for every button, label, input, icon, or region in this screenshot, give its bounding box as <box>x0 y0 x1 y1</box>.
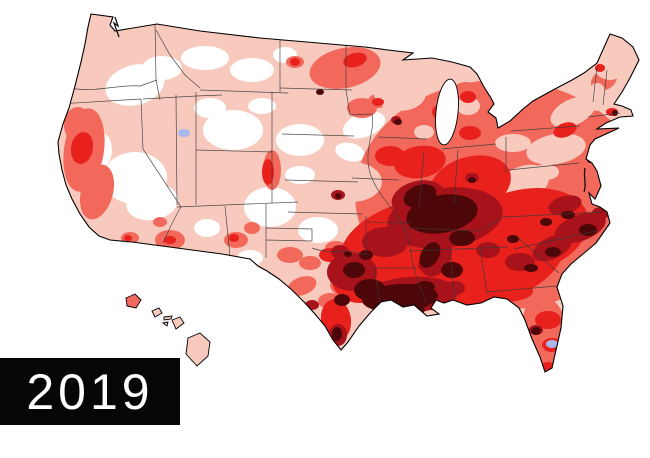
puget-sound-mark <box>112 16 120 38</box>
red-blob <box>460 91 476 103</box>
dark-red-blob <box>331 245 349 259</box>
red-blob <box>124 235 132 241</box>
white-blob <box>298 217 338 243</box>
white-blob <box>194 219 220 237</box>
level-pink-patch <box>322 32 630 202</box>
maroon-blob <box>335 193 341 199</box>
maroon-blob <box>449 230 475 246</box>
coastline-detail-marks <box>112 16 586 193</box>
pink-patch-blob <box>456 97 480 115</box>
chesapeake-bay-mark <box>583 167 586 193</box>
maroon-blob <box>612 110 618 116</box>
red-blob <box>535 311 561 329</box>
hawaii-island-molokai <box>163 315 173 321</box>
pink-patch-blob <box>533 164 559 180</box>
white-blob <box>237 250 263 266</box>
white-blob <box>244 187 296 227</box>
maroon-blob <box>531 327 541 335</box>
hawaii-island-oahu <box>151 307 163 318</box>
maroon-blob <box>344 251 352 257</box>
salmon-blob <box>244 222 260 234</box>
salmon-blob <box>277 247 303 263</box>
maroon-blob <box>343 262 365 278</box>
maroon-blob <box>316 89 324 95</box>
red-blob <box>262 159 274 185</box>
us-outline <box>57 13 640 373</box>
hawaii-island-lanai <box>161 321 169 327</box>
maroon-blob <box>579 224 597 236</box>
red-blob <box>394 145 446 179</box>
red-blob <box>459 126 481 140</box>
white-blob <box>203 110 263 150</box>
hawaii-island-big-island <box>185 332 211 367</box>
pink-patch-blob <box>374 75 426 111</box>
maroon-blob <box>545 247 561 257</box>
maroon-blob <box>524 264 538 272</box>
pink-patch-blob <box>414 125 434 139</box>
anomaly-blue-blob <box>178 129 190 137</box>
dark-red-blob <box>548 195 582 215</box>
map-fill-layers <box>58 14 639 372</box>
year-plate: 2019 <box>0 358 180 425</box>
hawaii-island-maui <box>171 316 185 330</box>
maroon-blob <box>507 235 519 243</box>
maroon-blob <box>354 279 386 301</box>
dark-red-blob <box>476 242 500 258</box>
maroon-blob <box>415 281 435 293</box>
maroon-blob <box>419 242 441 268</box>
hawaii-islands <box>125 293 211 367</box>
pink-patch-blob <box>550 96 596 128</box>
white-blob <box>254 286 282 306</box>
red-blob <box>375 146 405 166</box>
level-anomaly-blue <box>178 129 558 348</box>
year-label: 2019 <box>26 363 154 420</box>
salmon-blob <box>153 217 167 227</box>
red-blob <box>70 132 94 164</box>
red-blob <box>290 58 300 66</box>
state-borders <box>58 21 621 303</box>
red-blob <box>343 52 367 68</box>
hawaii-island-kauai <box>125 293 142 309</box>
red-blob <box>553 122 577 138</box>
salmon-blob <box>79 164 115 220</box>
dark-red-blob <box>445 281 465 295</box>
maroon-blob <box>561 211 575 219</box>
lake-michigan <box>435 78 459 146</box>
white-blob <box>142 56 182 80</box>
white-blob <box>342 111 386 139</box>
white-blob <box>181 46 229 70</box>
white-blob <box>248 98 276 114</box>
red-blob <box>164 236 176 244</box>
red-blob <box>477 280 533 302</box>
dark-red-blob <box>362 227 408 257</box>
white-blob <box>194 98 226 118</box>
salmon-blob <box>299 256 321 270</box>
pink-patch-blob <box>587 83 607 111</box>
red-blob <box>372 98 384 106</box>
white-blob <box>230 58 274 82</box>
white-blob <box>285 166 315 184</box>
red-blob <box>229 234 239 242</box>
maroon-blob <box>468 177 476 183</box>
white-blob <box>126 183 178 221</box>
white-blob <box>335 142 365 162</box>
pink-patch-blob <box>526 133 586 165</box>
red-blob <box>595 64 605 72</box>
anomaly-blue-blob <box>546 340 558 348</box>
maroon-blob <box>332 327 342 341</box>
salmon-blob <box>287 276 317 296</box>
maroon-blob <box>394 119 402 125</box>
pink-patch-blob <box>495 134 531 152</box>
white-blob <box>276 124 324 156</box>
maroon-blob <box>334 294 350 306</box>
pink-patch-blob <box>574 80 590 96</box>
maroon-blob <box>540 218 552 226</box>
